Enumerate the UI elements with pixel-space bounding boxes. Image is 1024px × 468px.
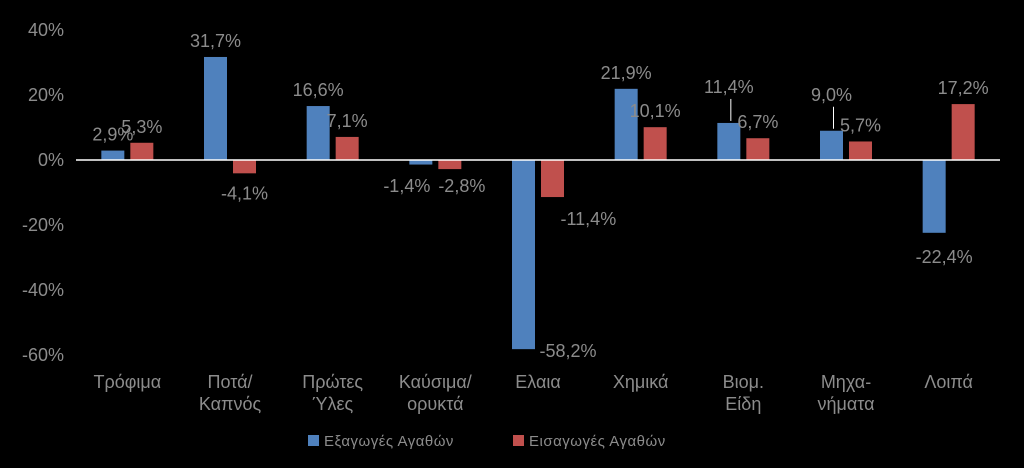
import-data-label: 5,7%	[840, 115, 881, 135]
import-bar	[951, 104, 975, 160]
import-bar	[643, 127, 667, 160]
export-data-label: -1,4%	[383, 176, 430, 196]
export-bar	[204, 56, 227, 160]
export-bar	[409, 160, 433, 165]
import-bar	[335, 136, 359, 160]
legend: Εξαγωγές Αγαθών Εισαγωγές Αγαθών	[308, 433, 666, 450]
y-tick-label: -40%	[22, 280, 64, 300]
import-data-label: -2,8%	[438, 176, 485, 196]
import-data-label: -11,4%	[561, 209, 617, 229]
category-label: ορυκτά	[407, 394, 463, 414]
import-data-label: 10,1%	[630, 101, 681, 121]
category-label: Λοιπά	[924, 372, 973, 392]
import-data-label: 6,7%	[737, 112, 778, 132]
category-label: νήματα	[817, 394, 874, 414]
category-label: Μηχα-	[821, 372, 871, 392]
export-data-label: 2,9%	[92, 125, 133, 145]
import-bar	[746, 138, 770, 160]
export-data-label: -58,2%	[540, 341, 597, 361]
y-tick-label: 20%	[28, 85, 64, 105]
import-bar	[849, 141, 872, 160]
import-bar	[233, 160, 256, 174]
export-data-label: 9,0%	[811, 85, 852, 105]
category-label: Ύλες	[312, 394, 353, 414]
export-bar	[614, 88, 638, 160]
category-label: Βιομ.	[723, 372, 764, 392]
import-bar	[438, 160, 462, 170]
legend-swatch-exports	[308, 435, 319, 446]
export-bar	[512, 160, 535, 350]
export-bar	[306, 106, 330, 160]
export-bar	[922, 160, 946, 233]
export-data-label: 31,7%	[190, 31, 241, 51]
export-data-label: -22,4%	[916, 247, 973, 267]
category-label: Καύσιμα/	[399, 372, 472, 392]
data-labels: 2,9% 31,7% 16,6% -1,4% -58,2% 21,9% 11,4% 9,0% -…	[92, 31, 988, 361]
category-label: Είδη	[725, 394, 761, 414]
legend-label-imports: Εισαγωγές Αγαθών	[529, 433, 666, 450]
export-bar	[717, 122, 741, 160]
y-tick-label: 40%	[28, 20, 64, 40]
legend-label-exports: Εξαγωγές Αγαθών	[324, 433, 454, 450]
y-tick-label: -20%	[22, 215, 64, 235]
import-bar	[130, 142, 154, 160]
import-data-label: -4,1%	[221, 183, 268, 203]
category-label: Ποτά/	[207, 372, 252, 392]
legend-swatch-imports	[513, 435, 524, 446]
category-label: Πρώτες	[302, 372, 363, 392]
export-data-label: 11,4%	[704, 77, 754, 97]
export-bar	[820, 130, 843, 160]
y-axis: 40% 20% 0% -20% -40% -60%	[22, 20, 64, 365]
import-data-label: 5,3%	[121, 117, 162, 137]
y-tick-label: 0%	[38, 150, 64, 170]
category-label: Χημικά	[613, 372, 669, 392]
export-data-label: 21,9%	[601, 63, 652, 83]
import-data-label: 7,1%	[327, 111, 368, 131]
category-label: Ελαια	[515, 372, 561, 392]
export-data-label: 16,6%	[293, 80, 344, 100]
import-data-label: 17,2%	[938, 78, 989, 98]
category-label: Τρόφιμα	[93, 372, 161, 392]
import-bar	[541, 160, 564, 198]
bars	[101, 56, 975, 350]
y-tick-label: -60%	[22, 345, 64, 365]
export-bar	[101, 150, 125, 160]
category-label: Καπνός	[199, 394, 262, 414]
